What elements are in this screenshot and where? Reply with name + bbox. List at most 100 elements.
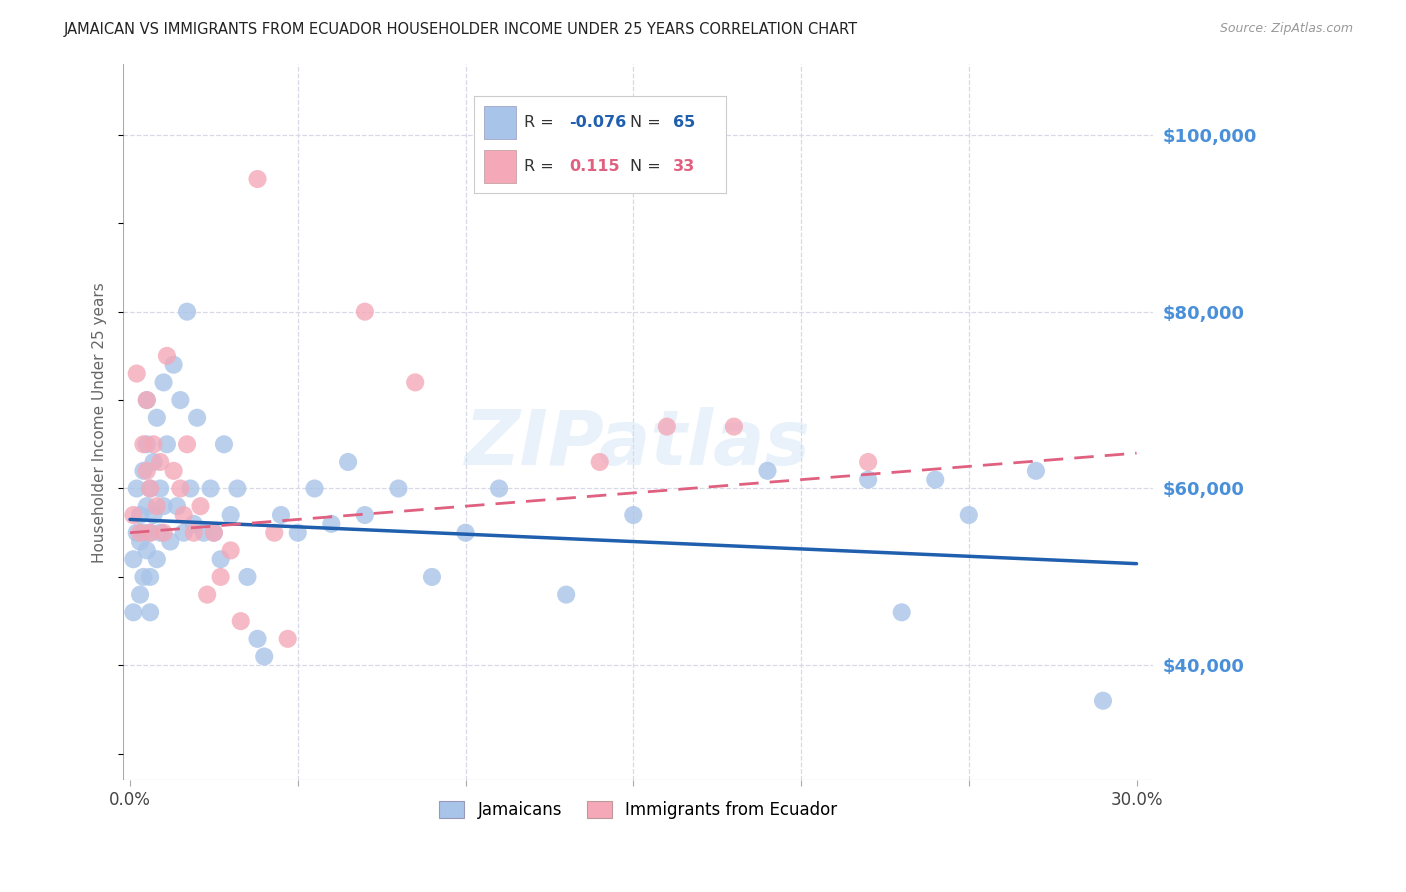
Point	[132, 464, 155, 478]
Point	[152, 376, 174, 390]
Point	[146, 499, 169, 513]
Point	[125, 367, 148, 381]
Point	[195, 588, 218, 602]
Point	[149, 455, 172, 469]
Point	[169, 393, 191, 408]
Point	[152, 499, 174, 513]
Point	[253, 649, 276, 664]
Point	[621, 508, 644, 522]
Point	[139, 525, 162, 540]
Point	[655, 419, 678, 434]
Point	[156, 437, 179, 451]
Point	[202, 525, 225, 540]
Point	[420, 570, 443, 584]
Point	[236, 570, 259, 584]
Point	[142, 437, 165, 451]
Point	[321, 516, 343, 531]
Point	[149, 482, 172, 496]
Point	[186, 410, 208, 425]
Point	[263, 525, 285, 540]
Y-axis label: Householder Income Under 25 years: Householder Income Under 25 years	[93, 282, 107, 563]
Point	[190, 499, 212, 513]
Point	[135, 543, 157, 558]
Point	[226, 482, 249, 496]
Point	[890, 605, 912, 619]
Point	[135, 499, 157, 513]
Point	[146, 552, 169, 566]
Point	[183, 525, 205, 540]
Point	[122, 508, 145, 522]
Point	[135, 393, 157, 408]
Point	[162, 464, 184, 478]
Point	[212, 437, 235, 451]
Point	[219, 543, 242, 558]
Point	[142, 455, 165, 469]
Point	[723, 419, 745, 434]
Point	[756, 464, 779, 478]
Legend: Jamaicans, Immigrants from Ecuador: Jamaicans, Immigrants from Ecuador	[433, 794, 844, 826]
Point	[139, 525, 162, 540]
Point	[152, 525, 174, 540]
Point	[246, 172, 269, 186]
Point	[589, 455, 612, 469]
Point	[132, 570, 155, 584]
Point	[139, 570, 162, 584]
Point	[176, 304, 198, 318]
Point	[129, 534, 152, 549]
Point	[209, 552, 232, 566]
Point	[404, 376, 426, 390]
Point	[159, 534, 181, 549]
Point	[209, 570, 232, 584]
Point	[957, 508, 980, 522]
Point	[454, 525, 477, 540]
Point	[1091, 694, 1114, 708]
Text: Source: ZipAtlas.com: Source: ZipAtlas.com	[1219, 22, 1353, 36]
Point	[149, 525, 172, 540]
Point	[488, 482, 510, 496]
Point	[146, 410, 169, 425]
Point	[173, 508, 195, 522]
Point	[129, 525, 152, 540]
Point	[173, 525, 195, 540]
Point	[135, 437, 157, 451]
Point	[354, 508, 377, 522]
Point	[387, 482, 409, 496]
Text: ZIPatlas: ZIPatlas	[465, 407, 811, 481]
Point	[219, 508, 242, 522]
Point	[304, 482, 326, 496]
Point	[555, 588, 578, 602]
Point	[132, 525, 155, 540]
Text: JAMAICAN VS IMMIGRANTS FROM ECUADOR HOUSEHOLDER INCOME UNDER 25 YEARS CORRELATIO: JAMAICAN VS IMMIGRANTS FROM ECUADOR HOUS…	[63, 22, 858, 37]
Point	[246, 632, 269, 646]
Point	[139, 482, 162, 496]
Point	[1025, 464, 1047, 478]
Point	[132, 437, 155, 451]
Point	[270, 508, 292, 522]
Point	[135, 393, 157, 408]
Point	[162, 358, 184, 372]
Point	[200, 482, 222, 496]
Point	[122, 552, 145, 566]
Point	[125, 525, 148, 540]
Point	[125, 482, 148, 496]
Point	[354, 304, 377, 318]
Point	[337, 455, 360, 469]
Point	[193, 525, 215, 540]
Point	[156, 349, 179, 363]
Point	[202, 525, 225, 540]
Point	[183, 516, 205, 531]
Point	[135, 464, 157, 478]
Point	[139, 605, 162, 619]
Point	[169, 482, 191, 496]
Point	[139, 482, 162, 496]
Point	[142, 508, 165, 522]
Point	[287, 525, 309, 540]
Point	[229, 614, 252, 628]
Point	[856, 455, 879, 469]
Point	[166, 499, 188, 513]
Point	[129, 508, 152, 522]
Point	[179, 482, 201, 496]
Point	[176, 437, 198, 451]
Point	[277, 632, 299, 646]
Point	[129, 588, 152, 602]
